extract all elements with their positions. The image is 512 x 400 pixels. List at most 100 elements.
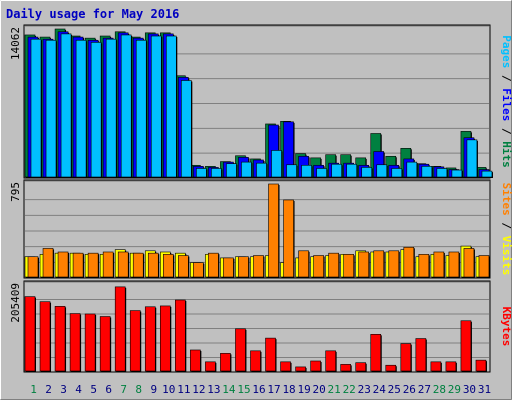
bar-kbytes-day-16	[250, 350, 261, 372]
x-tick-day-12: 12	[192, 383, 205, 396]
bar-kbytes-day-2	[39, 301, 51, 372]
bar-pages-day-16	[256, 162, 267, 178]
bar-sites-day-20	[313, 255, 324, 278]
bar-pages-day-19	[301, 164, 312, 178]
bar-kbytes-day-26	[400, 343, 412, 372]
bar-kbytes-day-15	[235, 328, 246, 372]
bar-sites-day-14	[223, 257, 234, 278]
series-pages	[30, 33, 493, 179]
bar-sites-day-21	[328, 252, 339, 278]
bar-kbytes-day-23	[355, 362, 367, 372]
bar-pages-day-4	[75, 39, 87, 178]
x-tick-day-28: 28	[433, 383, 446, 396]
x-tick-day-16: 16	[252, 383, 265, 396]
bar-sites-day-18	[283, 199, 294, 278]
bar-kbytes-day-24	[370, 334, 382, 372]
x-tick-day-3: 3	[60, 383, 67, 396]
x-tick-day-26: 26	[403, 383, 416, 396]
bar-sites-day-11	[178, 255, 189, 278]
side-legend-part: /	[500, 216, 512, 236]
bar-sites-day-2	[42, 248, 54, 278]
bar-pages-day-26	[406, 161, 418, 178]
side-legend-part: Visits	[500, 236, 512, 276]
y-tick-max: 14062	[9, 27, 22, 60]
bar-sites-day-15	[238, 256, 249, 278]
bar-sites-day-19	[298, 250, 309, 278]
side-legend: Sites / Visits	[500, 183, 512, 276]
side-legend-part: Files	[500, 88, 512, 121]
bar-pages-day-22	[346, 163, 357, 178]
bar-kbytes-day-1	[24, 296, 36, 372]
x-tick-day-2: 2	[45, 383, 52, 396]
bar-kbytes-day-7	[114, 286, 126, 372]
bar-pages-day-24	[376, 164, 388, 178]
bar-pages-day-27	[421, 166, 433, 178]
chart-title: Daily usage for May 2016	[6, 7, 179, 21]
bar-pages-day-21	[331, 163, 342, 178]
bar-pages-day-15	[241, 161, 252, 178]
bar-pages-day-1	[30, 38, 42, 178]
bar-kbytes-day-21	[325, 350, 336, 372]
x-tick-day-11: 11	[177, 383, 190, 396]
bar-kbytes-day-19	[295, 366, 306, 372]
bar-pages-day-28	[436, 168, 448, 178]
x-tick-day-4: 4	[75, 383, 82, 396]
side-legend-part: /	[500, 121, 512, 141]
series-sites	[27, 183, 490, 278]
bar-sites-day-29	[448, 251, 460, 278]
bar-kbytes-day-22	[340, 364, 351, 372]
bar-pages-day-31	[481, 170, 493, 178]
bar-pages-day-17	[271, 150, 282, 178]
x-tick-day-7: 7	[120, 383, 127, 396]
bar-pages-day-3	[60, 33, 72, 178]
bar-kbytes-day-3	[54, 306, 66, 372]
bar-sites-day-16	[253, 255, 264, 278]
x-tick-day-13: 13	[207, 383, 220, 396]
bar-kbytes-day-30	[460, 320, 472, 372]
side-legend: Pages / Files / Hits	[500, 35, 512, 168]
side-legend-part: Hits	[500, 141, 512, 168]
x-tick-day-29: 29	[448, 383, 461, 396]
bar-sites-day-23	[358, 251, 370, 278]
x-tick-day-5: 5	[90, 383, 97, 396]
bar-kbytes-day-25	[385, 364, 397, 372]
bar-sites-day-28	[433, 251, 445, 278]
x-tick-day-20: 20	[313, 383, 326, 396]
panel-visits-sites: 795 Sites / Visits	[9, 179, 512, 279]
bar-sites-day-22	[343, 254, 354, 278]
x-tick-day-17: 17	[267, 383, 280, 396]
x-tick-day-31: 31	[478, 383, 491, 396]
side-legend-part: KBytes	[500, 307, 512, 347]
bar-pages-day-5	[90, 42, 102, 178]
bar-kbytes-day-28	[430, 361, 442, 372]
x-tick-day-30: 30	[463, 383, 476, 396]
bar-kbytes-day-31	[475, 359, 487, 372]
x-tick-day-6: 6	[105, 383, 112, 396]
bar-sites-day-3	[57, 251, 69, 278]
bar-sites-day-12	[193, 262, 204, 278]
x-tick-day-22: 22	[343, 383, 356, 396]
bar-sites-day-8	[132, 252, 144, 278]
bar-sites-day-6	[102, 251, 114, 278]
bar-sites-day-1	[27, 256, 39, 278]
bar-kbytes-day-12	[190, 349, 201, 372]
bar-kbytes-day-14	[220, 353, 231, 372]
bar-pages-day-29	[451, 169, 463, 178]
x-tick-day-23: 23	[358, 383, 371, 396]
bar-kbytes-day-6	[99, 316, 111, 372]
side-legend-part: /	[500, 68, 512, 88]
bar-pages-day-8	[135, 39, 147, 178]
bar-pages-day-14	[226, 163, 237, 178]
side-legend: KBytes	[500, 307, 512, 347]
x-tick-day-9: 9	[150, 383, 157, 396]
y-tick-max: 205409	[9, 283, 22, 323]
bar-pages-day-10	[165, 35, 177, 178]
bar-pages-day-9	[150, 35, 162, 178]
bar-kbytes-day-10	[159, 305, 171, 372]
bar-pages-day-20	[316, 168, 327, 178]
bar-pages-day-12	[196, 168, 207, 178]
side-legend-part: Sites	[500, 183, 512, 216]
bar-sites-day-4	[72, 252, 84, 278]
x-tick-day-27: 27	[418, 383, 431, 396]
